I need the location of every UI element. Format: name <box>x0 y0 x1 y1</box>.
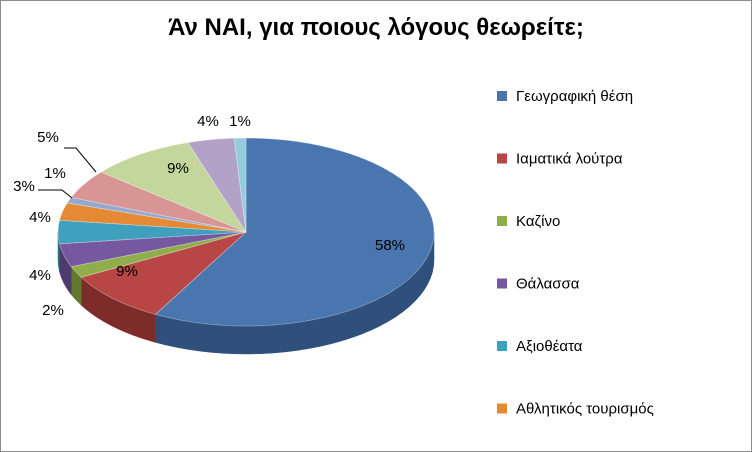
legend-label-1: Ιαματικά λούτρα <box>516 151 623 168</box>
legend: Γεωγραφική θέση Ιαματικά λούτρα Καζίνο Θάλα… <box>497 88 654 418</box>
data-label-1: 9% <box>116 263 138 280</box>
data-labels: 58% 9% 2% 4% 4% 3% 1% 5% 9% 4% 1% <box>13 113 405 319</box>
legend-swatch-1 <box>497 153 507 164</box>
pie-slice-0 <box>154 137 435 327</box>
data-label-4: 4% <box>29 209 51 226</box>
data-label-3: 4% <box>29 267 51 284</box>
pie-slice-10 <box>233 137 247 233</box>
data-label-2: 2% <box>42 302 64 319</box>
pie-slice-4 <box>57 219 247 245</box>
leader-lines <box>38 147 97 199</box>
legend-swatch-0 <box>497 91 507 101</box>
pie-slice-1 <box>80 231 247 315</box>
legend-label-3: Θάλασσα <box>516 276 580 293</box>
legend-label-0: Γεωγραφική θέση <box>516 88 633 105</box>
pie-slice-2 <box>70 231 247 278</box>
data-label-8: 9% <box>167 160 189 177</box>
legend-swatch-4 <box>497 341 507 351</box>
legend-label-4: Αξιοθέατα <box>516 338 583 355</box>
leader-line-5pct <box>64 147 97 173</box>
pie-slice-9 <box>187 137 247 233</box>
data-label-10: 1% <box>229 113 251 130</box>
pie-slice-8 <box>100 142 248 233</box>
pie-tops <box>57 137 435 327</box>
chart-title: Άν ΝΑΙ, για ποιους λόγους θεωρείτε; <box>168 14 584 41</box>
data-label-7: 5% <box>37 129 59 146</box>
legend-label-2: Καζίνο <box>516 213 560 230</box>
legend-swatch-3 <box>497 278 507 289</box>
data-label-6: 1% <box>44 165 66 182</box>
data-label-9: 4% <box>197 113 219 130</box>
data-label-5: 3% <box>13 178 35 195</box>
pie-slice-3 <box>58 231 247 268</box>
data-label-0: 58% <box>375 237 405 254</box>
legend-swatch-2 <box>497 216 507 226</box>
legend-label-5: Αθλητικός τουρισμός <box>516 401 654 418</box>
pie-slice-5 <box>58 202 247 233</box>
legend-swatch-5 <box>497 403 507 414</box>
leader-line-3pct <box>38 189 73 199</box>
